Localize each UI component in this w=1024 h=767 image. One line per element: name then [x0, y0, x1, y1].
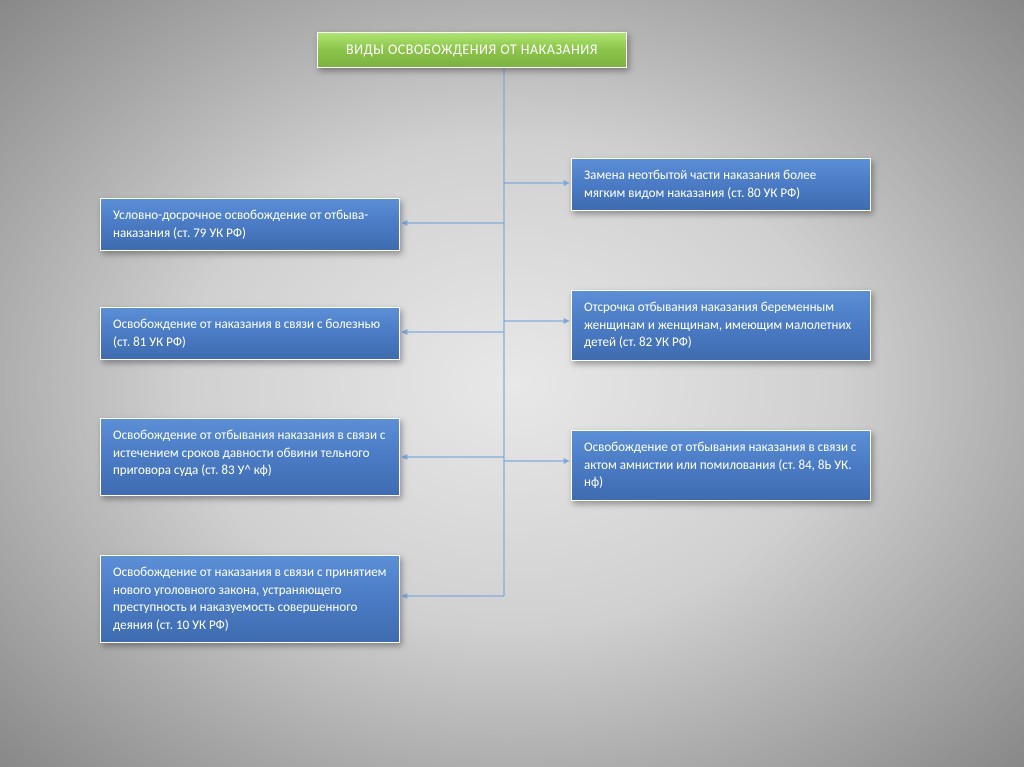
root-label: ВИДЫ ОСВОБОЖДЕНИЯ ОТ НАКАЗАНИЯ [346, 41, 598, 60]
root-node: ВИДЫ ОСВОБОЖДЕНИЯ ОТ НАКАЗАНИЯ [317, 32, 627, 68]
child-label: Освобождение от отбывания наказания в св… [584, 440, 856, 490]
right-child-1: Отсрочка отбывания наказания беременным … [571, 290, 871, 361]
left-child-2: Освобождение от отбывания наказания в св… [100, 418, 400, 496]
left-child-3: Освобождение от наказания в связи с прин… [100, 555, 400, 643]
right-child-2: Освобождение от отбывания наказания в св… [571, 430, 871, 501]
left-child-1: Освобождение от наказания в связи с боле… [100, 307, 400, 360]
connector-lines [0, 0, 1024, 767]
right-child-0: Замена неотбытой части наказания более м… [571, 158, 871, 211]
child-label: Условно-досрочное освобождение от отбыва… [113, 208, 368, 241]
left-child-0: Условно-досрочное освобождение от отбыва… [100, 198, 400, 251]
child-label: Освобождение от наказания в связи с прин… [113, 565, 386, 633]
child-label: Замена неотбытой части наказания более м… [584, 168, 816, 201]
child-label: Отсрочка отбывания наказания беременным … [584, 300, 851, 350]
child-label: Освобождение от наказания в связи с боле… [113, 317, 380, 350]
child-label: Освобождение от отбывания наказания в св… [113, 428, 385, 478]
